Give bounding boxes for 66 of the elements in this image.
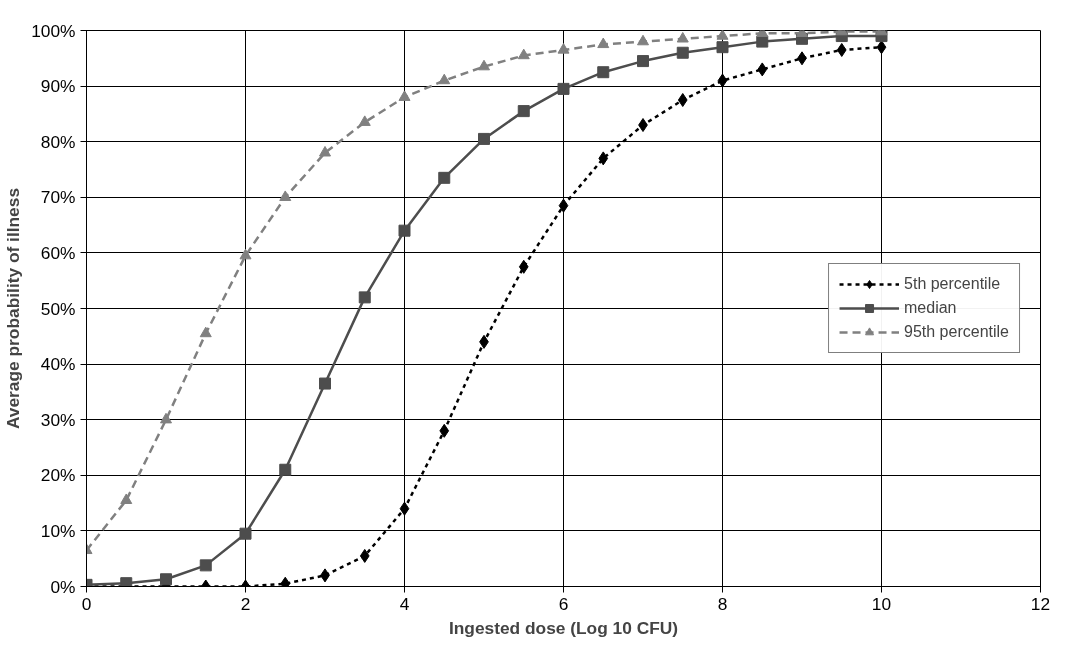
point (398, 90, 411, 101)
point (558, 198, 569, 213)
y-tick-label: 0% (50, 576, 76, 597)
legend-label: 5th percentile (904, 275, 1001, 293)
x-tick-label: 12 (1030, 593, 1051, 614)
y-tick-label: 50% (40, 298, 76, 319)
y-tick-label: 70% (40, 187, 76, 208)
point (358, 115, 371, 126)
point (557, 82, 570, 95)
point (676, 31, 689, 43)
point (279, 190, 292, 201)
x-tick-label: 10 (871, 593, 892, 614)
point (637, 55, 649, 68)
point (756, 35, 769, 48)
y-axis-title: Average probability of illness (3, 187, 24, 430)
point (676, 46, 689, 59)
point (199, 559, 212, 572)
point (598, 151, 609, 166)
point (120, 493, 133, 504)
point (239, 527, 252, 540)
point (597, 37, 610, 49)
point (716, 41, 729, 54)
legend-label: 95th percentile (904, 323, 1009, 341)
y-tick-label: 100% (31, 20, 76, 41)
x-tick-label: 6 (558, 593, 569, 614)
x-tick-label: 2 (240, 593, 251, 614)
point (517, 48, 530, 60)
point (757, 62, 768, 77)
point (438, 73, 451, 85)
point (836, 42, 847, 57)
point (517, 105, 530, 118)
point (359, 548, 370, 563)
y-tick-label: 60% (40, 242, 76, 263)
point (439, 423, 450, 438)
point (279, 463, 292, 476)
point (438, 171, 451, 184)
point (399, 501, 410, 516)
point (478, 59, 490, 71)
point (677, 93, 688, 107)
point (478, 132, 490, 145)
point (716, 30, 729, 40)
y-tick-label: 20% (40, 465, 76, 486)
point (717, 73, 728, 88)
point (358, 291, 371, 304)
point (637, 34, 649, 46)
y-tick-label: 40% (40, 354, 76, 375)
point (876, 40, 887, 55)
y-tick-label: 30% (40, 409, 76, 430)
point (160, 573, 172, 586)
x-tick-label: 0 (81, 593, 92, 614)
point (239, 248, 252, 260)
point (160, 412, 172, 424)
point (319, 377, 331, 390)
x-axis-title: Ingested dose (Log 10 CFU) (448, 617, 679, 638)
point (557, 43, 570, 54)
point (319, 145, 331, 157)
point (518, 259, 529, 274)
y-tick-label: 80% (40, 131, 76, 152)
y-tick-label: 10% (40, 520, 76, 541)
y-tick-label: 90% (40, 76, 76, 97)
x-tick-label: 4 (399, 593, 410, 614)
x-tick-label: 8 (717, 593, 728, 614)
point (199, 326, 212, 338)
legend-label: median (904, 299, 957, 317)
point (597, 66, 610, 79)
point (398, 224, 411, 237)
